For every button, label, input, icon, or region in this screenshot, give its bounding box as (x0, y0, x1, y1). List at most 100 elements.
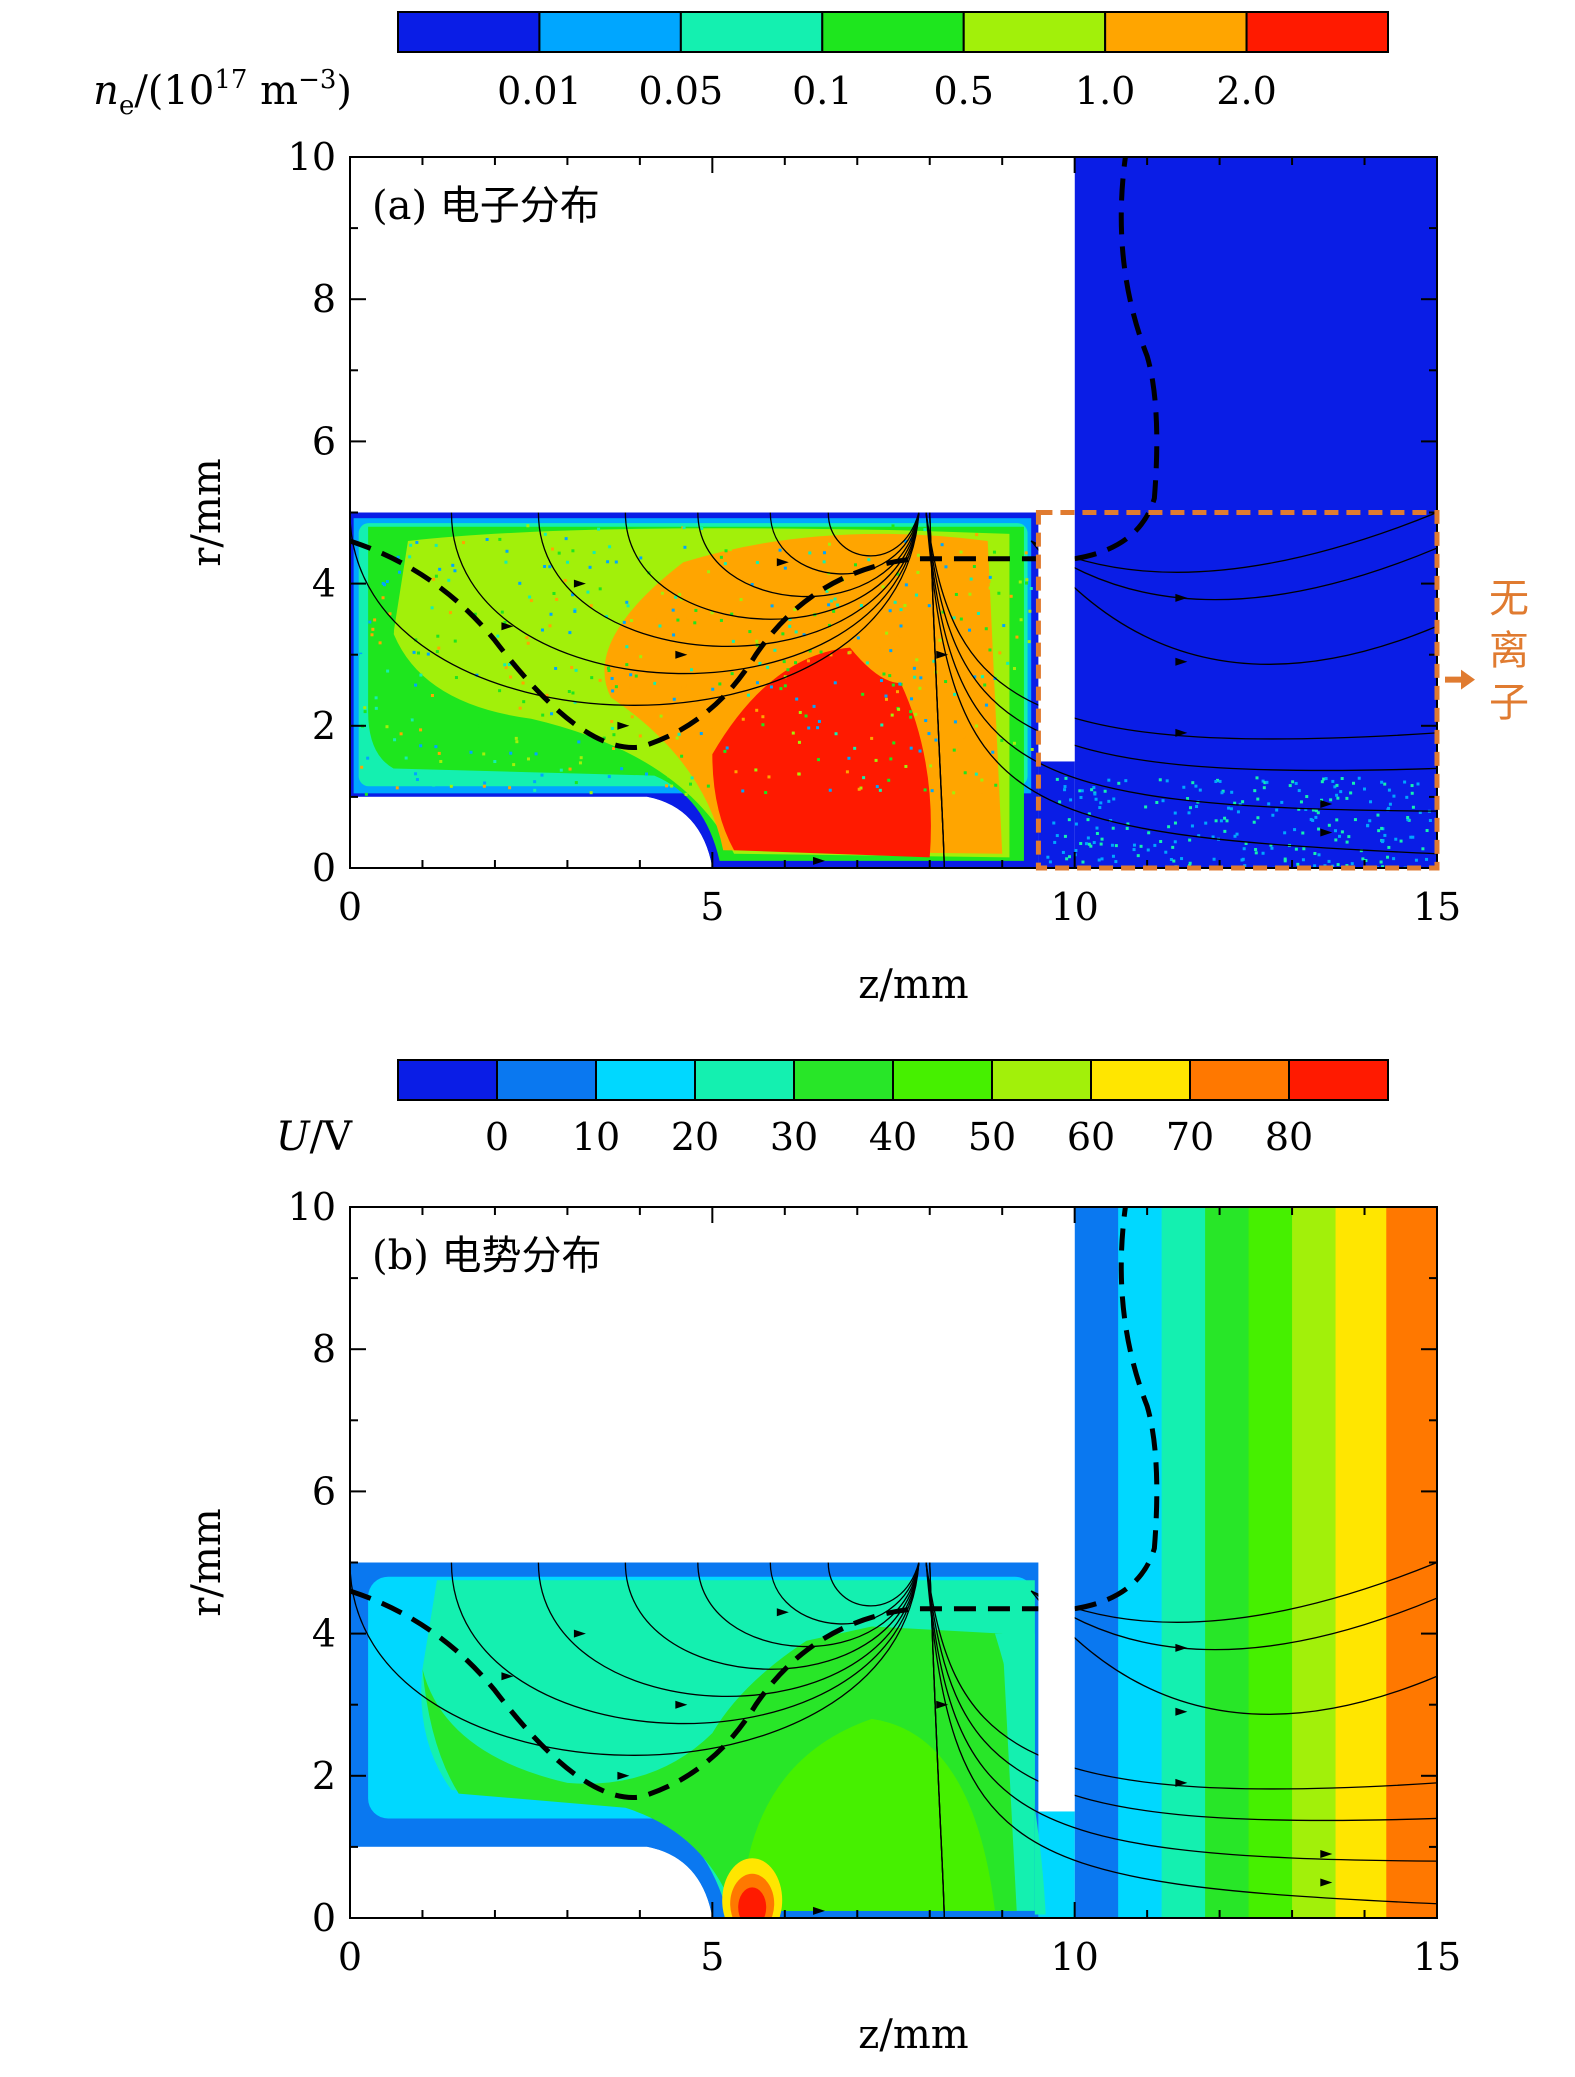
colorbar-segment (1189, 1059, 1290, 1101)
potential-band (1386, 1207, 1428, 1918)
field-line (624, 512, 920, 620)
channel-band-5 (994, 1633, 1046, 1915)
field-line (769, 1562, 920, 1625)
field-line (624, 1562, 920, 1670)
field-line (769, 512, 920, 575)
electrode-top (350, 157, 1075, 762)
colorbar-segment (538, 11, 682, 53)
no-ion-region-box (1035, 510, 1440, 871)
colorbar-segment (793, 1059, 894, 1101)
electrode-cathode (350, 1846, 713, 1918)
field-arrows (501, 1608, 1333, 1915)
colorbar-label-part: ) (336, 68, 352, 114)
colorbar-tick-label: 0.1 (792, 69, 852, 113)
x-axis-label: z/mm (858, 962, 968, 1008)
axes: 0 5 10 15 0 2 4 6 8 10 z/mm r/mm (b) 电势分布 (184, 1185, 1461, 2058)
field-arrow (1175, 593, 1188, 602)
x-tick-label: 5 (700, 1935, 724, 1979)
field-arrow (501, 1672, 514, 1681)
colorbar-segment (1090, 1059, 1191, 1101)
y-tick-label: 0 (312, 1896, 336, 1940)
colorbar-label-part: n (93, 68, 119, 114)
electrode-top (350, 1207, 1075, 1812)
gap-region (1038, 761, 1075, 868)
colorbar-label: ne/(1017 m−3) (93, 65, 352, 121)
colorbar-label-part: /(10 (134, 68, 214, 114)
field-arrow (675, 1700, 688, 1709)
colorbar-tick-label: 50 (968, 1115, 1016, 1159)
x-tick-label: 0 (338, 1935, 362, 1979)
colorbar-segment (991, 1059, 1092, 1101)
y-axis-label: r/mm (184, 458, 230, 566)
colorbar-segment (892, 1059, 993, 1101)
field-line (697, 1562, 920, 1648)
y-tick-label: 4 (312, 1612, 336, 1656)
no-ion-arrow-head (1461, 669, 1475, 690)
colorbar-segment (1245, 11, 1389, 53)
x-tick-label: 0 (338, 885, 362, 929)
field-lines (350, 511, 1437, 868)
potential-band (1074, 1207, 1120, 1918)
field-arrow (936, 650, 949, 659)
field-arrow (1175, 657, 1188, 666)
field-arrow (1320, 828, 1333, 837)
field-line (925, 1562, 1437, 1862)
y-tick-label: 2 (312, 704, 336, 748)
field-arrow (1175, 1643, 1188, 1652)
field-line (929, 1562, 945, 1918)
colorbar-tick-label: 10 (572, 1115, 620, 1159)
colorbar-tick-label: 0.05 (639, 69, 724, 113)
colorbar-tick-label: 40 (869, 1115, 917, 1159)
field-arrow (617, 721, 630, 730)
field-line (537, 1562, 920, 1698)
y-tick-label: 6 (312, 1469, 336, 1513)
colorbar-segment (962, 11, 1107, 53)
channel-layer-6 (712, 647, 931, 858)
colorbar-tick-label: 60 (1067, 1115, 1115, 1159)
colorbar-segment (679, 11, 824, 53)
potential-band (1292, 1207, 1337, 1918)
field-arrow (1175, 1778, 1188, 1787)
field-arrow (813, 856, 826, 865)
colorbar-segment (595, 1059, 696, 1101)
y-tick-label: 8 (312, 1327, 336, 1371)
plot-area (350, 1207, 1437, 1918)
field-line (1030, 540, 1437, 665)
colorbar-segment (397, 11, 541, 53)
colorbar-segment (496, 1059, 597, 1101)
colorbar-tick-label: 0.01 (497, 69, 582, 113)
colorbar-label-part: −3 (298, 65, 336, 95)
x-tick-label: 10 (1050, 885, 1098, 929)
x-axis-label: z/mm (858, 2012, 968, 2058)
y-tick-label: 6 (312, 419, 336, 463)
field-line (350, 512, 920, 706)
colorbar: 0 10 20 30 40 50 60 70 80 U/V (276, 1059, 1389, 1160)
no-ion-label-char: 离 (1489, 628, 1529, 674)
hotspot-core (738, 1887, 767, 1918)
colorbar-tick-label: 2.0 (1216, 69, 1276, 113)
colorbar-label: U/V (276, 1114, 353, 1160)
potential-band (1248, 1207, 1294, 1918)
channel-band-4 (741, 1718, 995, 1911)
colorbar-label-part: 17 (214, 65, 247, 95)
field-line (697, 512, 920, 598)
y-tick-label: 4 (312, 562, 336, 606)
field-arrow (776, 1608, 789, 1617)
field-arrow (776, 558, 789, 567)
field-line (450, 1562, 920, 1725)
x-tick-label: 10 (1050, 1935, 1098, 1979)
colorbar: 0.01 0.05 0.1 0.5 1.0 2.0 ne/(1017 m−3) (93, 11, 1389, 121)
colorbar-tick-label: 20 (671, 1115, 719, 1159)
colorbar-tick-label: 1.0 (1075, 69, 1135, 113)
no-ion-label-char: 子 (1489, 680, 1529, 726)
colorbar-label-part: /V (310, 1114, 353, 1160)
panel-label: (b) 电势分布 (372, 1233, 602, 1279)
field-line (1030, 1590, 1437, 1715)
field-arrow (1320, 800, 1333, 809)
field-line (929, 512, 945, 868)
potential-band (1335, 1207, 1388, 1918)
potential-band (1205, 1207, 1250, 1918)
field-arrow (1320, 1878, 1333, 1887)
x-tick-label: 15 (1413, 885, 1461, 929)
